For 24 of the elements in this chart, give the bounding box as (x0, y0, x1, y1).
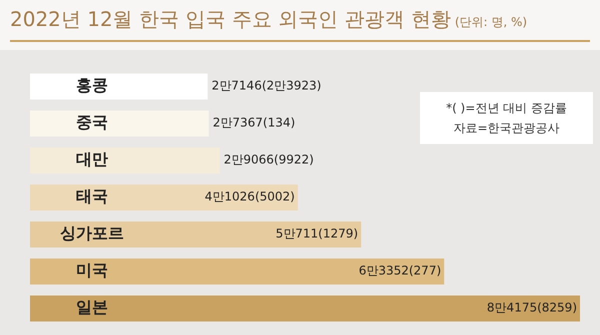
annotation: 4만1026(5002) (204, 190, 295, 204)
y-tick-label: 태국 (76, 186, 108, 206)
note-box: *( )=전년 대비 증감률 자료=한국관광공사 (420, 92, 593, 144)
annotation: 2만9066(9922) (224, 152, 314, 167)
chart-subtitle: (단위: 명, %) (454, 15, 528, 29)
bar (30, 258, 444, 284)
y-tick-label: 중국 (76, 112, 108, 132)
annotation: 2만7146(2만3923) (212, 78, 322, 93)
y-tick-label: 홍콩 (76, 76, 108, 95)
bar (30, 296, 580, 322)
bar (30, 222, 362, 248)
annotation: 8만4175(8259) (486, 300, 577, 315)
annotation: 6만3352(277) (358, 264, 442, 278)
chart-title: 2022년 12월 한국 입국 주요 외국인 관광객 현황 (10, 7, 451, 31)
annotation: *( )=전년 대비 증감률 (445, 100, 568, 117)
annotation: 자료=한국관광공사 (452, 120, 561, 137)
bar (30, 74, 208, 100)
y-tick-label: 미국 (76, 260, 108, 280)
annotation: 2만7367(134) (212, 116, 296, 130)
bar (30, 184, 298, 210)
annotation: 5만711(1279) (276, 226, 358, 241)
y-tick-label: 일본 (76, 298, 108, 317)
y-tick-label: 대만 (76, 150, 108, 169)
y-tick-label: 싱가포르 (60, 224, 124, 243)
